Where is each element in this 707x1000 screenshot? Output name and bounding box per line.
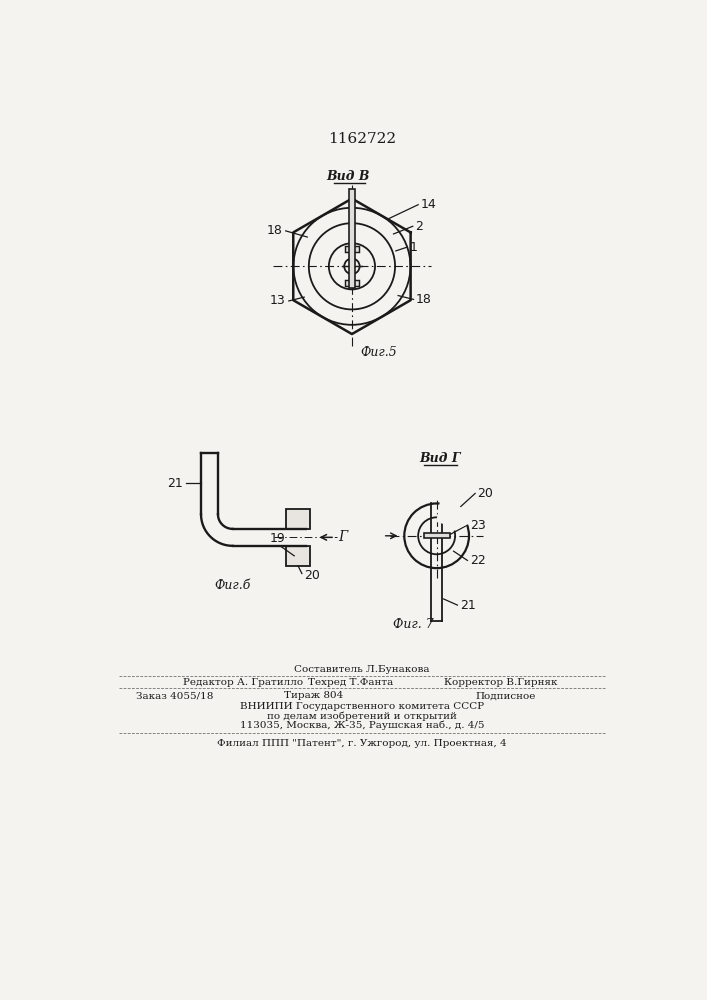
Text: 23: 23 <box>469 519 486 532</box>
Text: 1: 1 <box>409 241 418 254</box>
Text: 20: 20 <box>477 487 493 500</box>
Text: Техред Т.Фанта: Техред Т.Фанта <box>308 678 393 687</box>
Bar <box>349 189 355 288</box>
Text: Вид Г: Вид Г <box>420 452 461 465</box>
Text: 19: 19 <box>270 532 286 545</box>
Text: Г: Г <box>338 530 347 544</box>
Text: 18: 18 <box>267 224 283 237</box>
Text: 22: 22 <box>469 554 486 567</box>
Text: Составитель Л.Бунакова: Составитель Л.Бунакова <box>294 665 430 674</box>
Text: Подписное: Подписное <box>475 691 535 700</box>
Text: Вид В: Вид В <box>327 170 370 183</box>
Text: Фиг. 7: Фиг. 7 <box>393 618 434 631</box>
Text: 20: 20 <box>304 569 320 582</box>
Text: 113035, Москва, Ж-35, Раушская наб., д. 4/5: 113035, Москва, Ж-35, Раушская наб., д. … <box>240 720 484 730</box>
Text: Редактор А. Гратилло: Редактор А. Гратилло <box>182 678 303 687</box>
Text: 21: 21 <box>460 599 476 612</box>
Text: Филиал ППП "Патент", г. Ужгород, ул. Проектная, 4: Филиал ППП "Патент", г. Ужгород, ул. Про… <box>217 739 507 748</box>
Bar <box>345 246 359 252</box>
Polygon shape <box>440 502 468 529</box>
Text: Корректор В.Гирняк: Корректор В.Гирняк <box>444 678 558 687</box>
Text: 13: 13 <box>270 294 286 307</box>
Text: Фиг.5: Фиг.5 <box>361 346 397 359</box>
Text: 1162722: 1162722 <box>328 132 396 146</box>
Text: 2: 2 <box>415 220 423 233</box>
Text: по делам изобретений и открытий: по делам изобретений и открытий <box>267 711 457 721</box>
Text: 21: 21 <box>167 477 182 490</box>
Text: 14: 14 <box>421 198 436 211</box>
Bar <box>345 280 359 286</box>
Text: Тираж 804: Тираж 804 <box>284 691 343 700</box>
Bar <box>423 533 450 538</box>
Text: ВНИИПИ Государственного комитета СССР: ВНИИПИ Государственного комитета СССР <box>240 702 484 711</box>
Text: 18: 18 <box>416 293 432 306</box>
Bar <box>286 546 310 566</box>
Text: Фиг.б: Фиг.б <box>214 579 251 592</box>
Bar <box>286 509 310 529</box>
Text: Заказ 4055/18: Заказ 4055/18 <box>136 691 214 700</box>
